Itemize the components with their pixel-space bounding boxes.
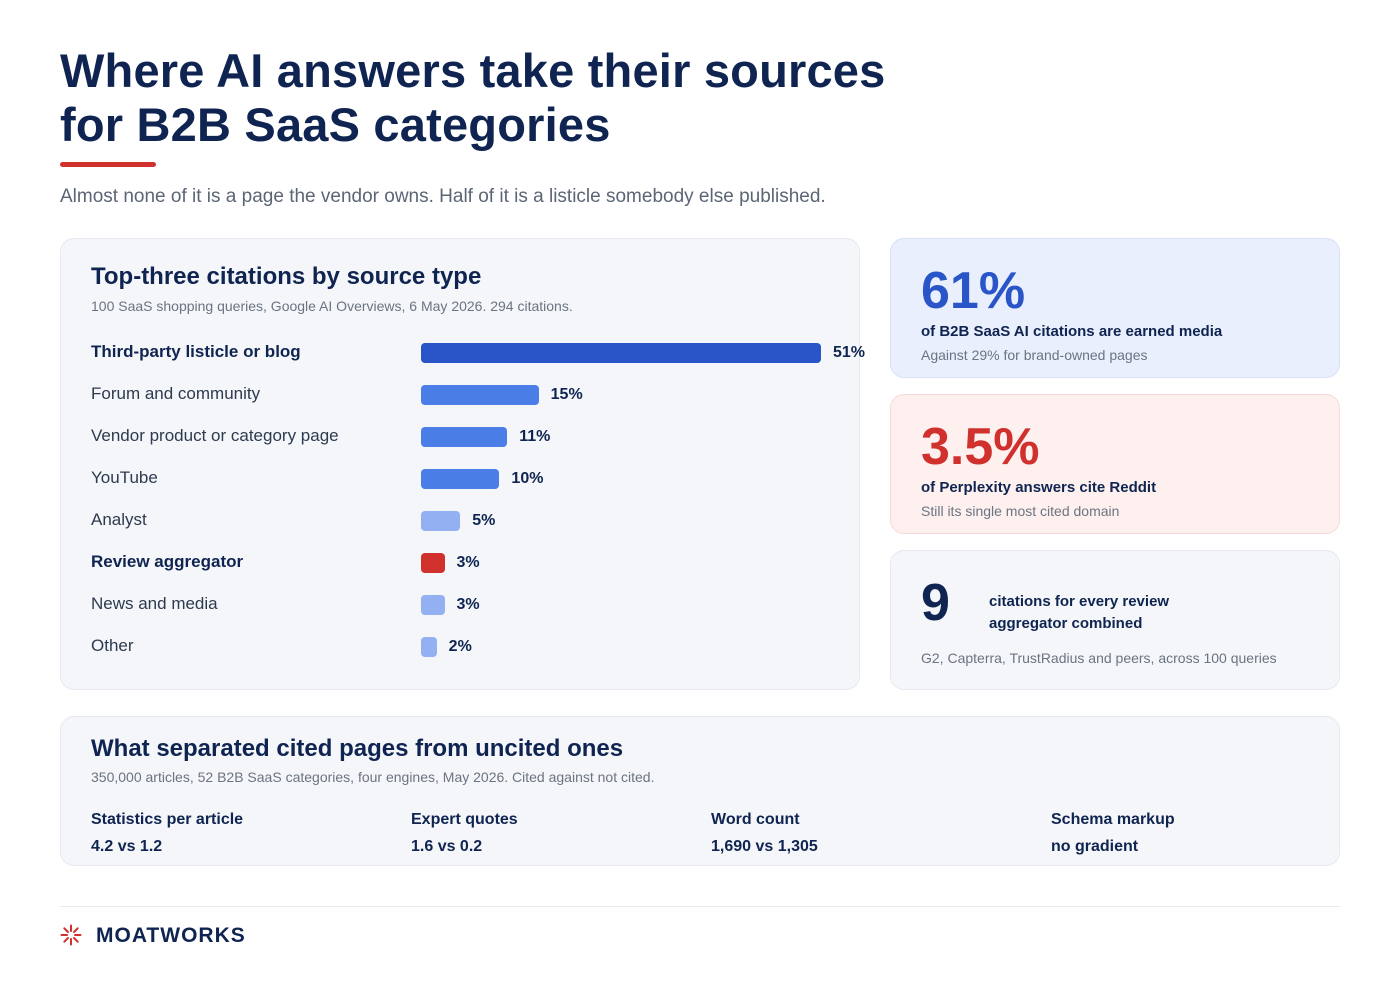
source-type-chart-card: Top-three citations by source type 100 S…: [60, 238, 865, 690]
bar-value-review-aggregator: 3%: [456, 554, 480, 571]
bar-label-analyst: Analyst: [91, 510, 147, 529]
bar-other: [421, 637, 437, 657]
metric-expert-quotes-value: 1.6 vs 0.2: [411, 838, 483, 855]
bar-label-other: Other: [91, 636, 134, 655]
page-title: Where AI answers take their sources for …: [60, 44, 960, 152]
reddit-stat-note: Still its single most cited domain: [921, 503, 1120, 519]
earned-media-stat-description: of B2B SaaS AI citations are earned medi…: [921, 323, 1223, 340]
bar-review-aggregator: [421, 553, 445, 573]
reddit-stat-value: 3.5%: [921, 418, 1040, 476]
review-aggregator-stat-description-line-2: aggregator combined: [989, 615, 1143, 632]
reddit-stat-description: of Perplexity answers cite Reddit: [921, 479, 1157, 496]
page-title-line-2: for B2B SaaS categories: [60, 98, 611, 151]
bar-label-review-aggregator: Review aggregator: [91, 552, 244, 571]
metric-schema-markup-label: Schema markup: [1051, 811, 1175, 828]
bar-label-vendor-product-or-category-page: Vendor product or category page: [91, 426, 339, 445]
bar-value-third-party-listicle-or-blog: 51%: [833, 344, 866, 361]
cited-vs-uncited-title: What separated cited pages from uncited …: [91, 735, 624, 762]
page-title-line-1: Where AI answers take their sources: [60, 44, 886, 97]
bar-news-and-media: [421, 595, 445, 615]
starburst-icon: [60, 924, 82, 946]
bar-value-youtube: 10%: [511, 470, 544, 487]
bar-value-other: 2%: [448, 638, 472, 655]
bar-value-news-and-media: 3%: [456, 596, 480, 613]
metric-schema-markup-value: no gradient: [1051, 838, 1139, 855]
bar-value-forum-and-community: 15%: [550, 386, 583, 403]
metric-expert-quotes-label: Expert quotes: [411, 811, 518, 828]
page-subtitle: Almost none of it is a page the vendor o…: [60, 186, 826, 207]
bar-vendor-product-or-category-page: [421, 427, 508, 447]
bar-value-vendor-product-or-category-page: 11%: [519, 428, 551, 445]
cited-vs-uncited-note: 350,000 articles, 52 B2B SaaS categories…: [91, 769, 655, 785]
bar-label-third-party-listicle-or-blog: Third-party listicle or blog: [91, 342, 301, 361]
cited-vs-uncited-card: What separated cited pages from uncited …: [60, 716, 1340, 866]
review-aggregator-stat-value: 9: [921, 574, 950, 632]
bar-forum-and-community: [421, 385, 539, 405]
chart-note: 100 SaaS shopping queries, Google AI Ove…: [91, 298, 573, 314]
metric-word-count-value: 1,690 vs 1,305: [711, 838, 818, 855]
bar-label-youtube: YouTube: [91, 468, 158, 487]
earned-media-stat-value: 61%: [921, 262, 1026, 320]
bar-label-forum-and-community: Forum and community: [91, 384, 261, 403]
bar-analyst: [421, 511, 461, 531]
brand-name: MOATWORKS: [96, 924, 246, 947]
review-aggregator-stat-note: G2, Capterra, TrustRadius and peers, acr…: [921, 650, 1277, 666]
title-accent-rule: [60, 162, 156, 167]
earned-media-stat-card: 61% of B2B SaaS AI citations are earned …: [890, 238, 1340, 378]
earned-media-stat-note: Against 29% for brand-owned pages: [921, 347, 1148, 363]
bar-value-analyst: 5%: [472, 512, 496, 529]
metric-statistics-label: Statistics per article: [91, 811, 244, 828]
metric-word-count-label: Word count: [711, 811, 800, 828]
chart-title: Top-three citations by source type: [91, 263, 482, 290]
footer-divider: [60, 906, 1340, 907]
metric-statistics-value: 4.2 vs 1.2: [91, 838, 163, 855]
review-aggregator-stat-card: 9 citations for every review aggregator …: [890, 550, 1340, 690]
bar-third-party-listicle-or-blog: [421, 343, 821, 363]
review-aggregator-stat-description-line-1: citations for every review: [989, 593, 1170, 610]
bar-label-news-and-media: News and media: [91, 594, 218, 613]
bar-youtube: [421, 469, 500, 489]
reddit-stat-card: 3.5% of Perplexity answers cite Reddit S…: [890, 394, 1340, 534]
